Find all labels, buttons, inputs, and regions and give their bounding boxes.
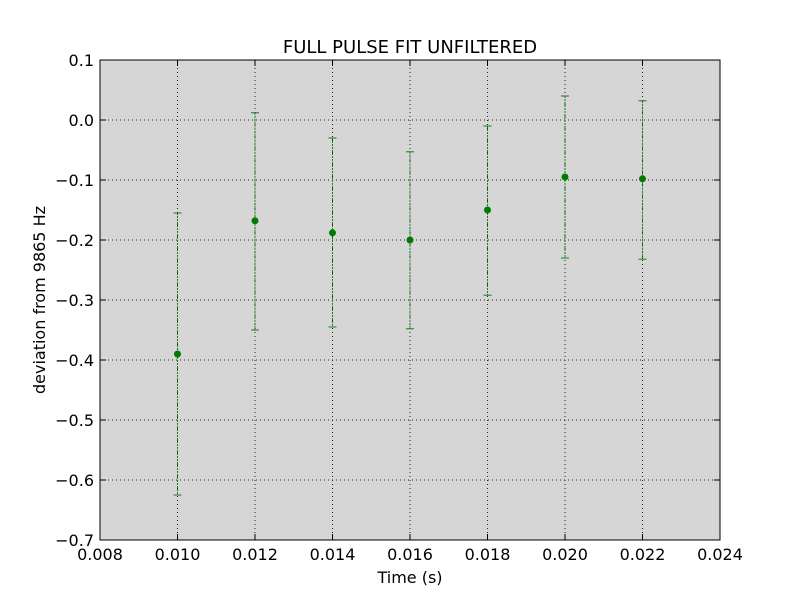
data-point bbox=[561, 173, 569, 181]
y-tick-label: −0.2 bbox=[55, 231, 94, 250]
data-point bbox=[329, 229, 336, 237]
data-point bbox=[251, 217, 259, 225]
data-point bbox=[639, 175, 646, 183]
y-tick-label: −0.4 bbox=[55, 351, 94, 370]
chart-title: FULL PULSE FIT UNFILTERED bbox=[283, 37, 537, 58]
y-tick-label: −0.5 bbox=[55, 411, 94, 430]
x-tick-label: 0.008 bbox=[77, 545, 123, 564]
data-point bbox=[484, 206, 491, 214]
data-point bbox=[174, 350, 181, 358]
x-tick-label: 0.022 bbox=[620, 545, 666, 564]
x-tick-label: 0.010 bbox=[155, 545, 201, 564]
y-tick-label: −0.3 bbox=[55, 291, 94, 310]
x-tick-label: 0.020 bbox=[542, 545, 588, 564]
axis-ticks: 0.008 0.010 0.012 0.014 0.016 0.018 0.020 0.022… bbox=[55, 51, 743, 564]
data-points bbox=[174, 173, 646, 358]
x-axis-label: Time (s) bbox=[376, 568, 442, 587]
x-tick-label: 0.016 bbox=[387, 545, 433, 564]
y-tick-label: −0.6 bbox=[55, 471, 94, 490]
x-tick-label: 0.024 bbox=[697, 545, 743, 564]
y-tick-label: −0.7 bbox=[55, 531, 94, 550]
y-tick-label: 0.0 bbox=[69, 111, 94, 130]
y-tick-label: 0.1 bbox=[69, 51, 94, 70]
data-point bbox=[406, 236, 414, 244]
y-axis-label: deviation from 9865 Hz bbox=[30, 206, 49, 394]
x-tick-label: 0.018 bbox=[465, 545, 511, 564]
x-tick-label: 0.012 bbox=[232, 545, 278, 564]
y-tick-label: −0.1 bbox=[55, 171, 94, 190]
x-tick-label: 0.014 bbox=[310, 545, 356, 564]
